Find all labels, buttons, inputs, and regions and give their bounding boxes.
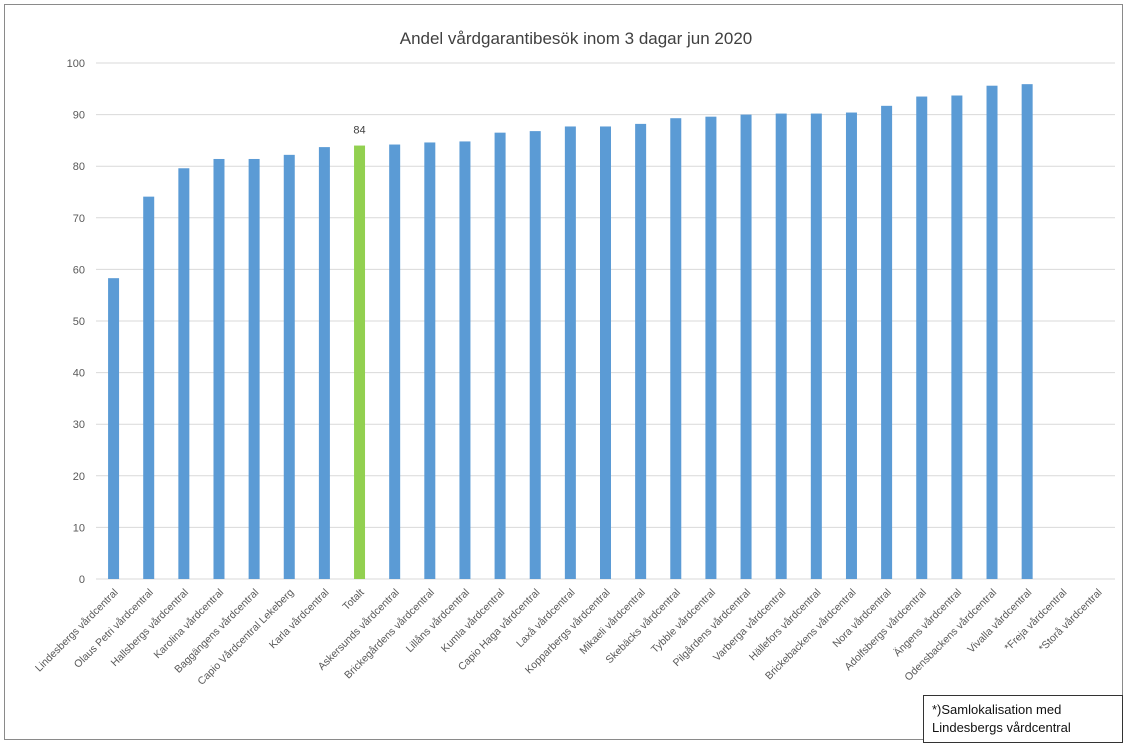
bar (529, 131, 541, 579)
x-category-label: *Freja vårdcentral (1002, 587, 1069, 654)
bar (986, 85, 998, 579)
bar (143, 196, 155, 580)
chart-title: Andel vårdgarantibesök inom 3 dagar jun … (400, 29, 753, 48)
bar (108, 278, 120, 579)
footnote-box: *)Samlokalisation med Lindesbergs vårdce… (923, 695, 1123, 743)
y-tick-label: 30 (73, 419, 85, 431)
bar (354, 145, 366, 579)
bar (178, 168, 190, 579)
y-tick-label: 60 (73, 264, 85, 276)
y-tick-label: 70 (73, 213, 85, 225)
y-axis-ticks: 0 10 20 30 40 50 60 70 80 90 100 (67, 58, 85, 586)
x-category-label: Mikaeli vårdcentral (577, 587, 647, 657)
bar (564, 126, 576, 579)
bar (318, 147, 330, 579)
bar (916, 96, 928, 579)
footnote-line-1: *)Samlokalisation med (932, 702, 1062, 717)
y-tick-label: 90 (73, 110, 85, 122)
bar (670, 118, 682, 579)
bars (108, 84, 1033, 580)
chart-frame: Andel vårdgarantibesök inom 3 dagar jun … (4, 4, 1123, 743)
x-category-label: Vivalla vårdcentral (965, 587, 1034, 656)
y-tick-label: 0 (79, 574, 85, 586)
y-tick-label: 50 (73, 316, 85, 328)
bar (459, 141, 471, 579)
y-tick-label: 20 (73, 471, 85, 483)
x-category-label: *Storå vårdcentral (1037, 587, 1105, 655)
bar (494, 132, 506, 579)
bar (248, 158, 260, 579)
data-label: 84 (353, 125, 365, 137)
x-category-label: Kumla vårdcentral (439, 587, 507, 655)
bar (600, 126, 611, 579)
y-tick-label: 100 (67, 58, 85, 70)
bar (424, 142, 436, 580)
bar (635, 123, 647, 579)
bar (951, 95, 963, 580)
footnote-line-2: Lindesbergs vårdcentral (932, 720, 1071, 735)
x-category-label: Totalt (340, 587, 366, 613)
bar (213, 158, 225, 579)
y-tick-label: 10 (73, 522, 85, 534)
x-category-label: Tybble vårdcentral (649, 587, 718, 656)
bar (810, 113, 822, 580)
bar (389, 144, 401, 579)
y-tick-label: 40 (73, 368, 85, 380)
x-category-label: Lillåns vårdcentral (404, 587, 472, 655)
bar (881, 105, 893, 579)
bar (283, 154, 295, 579)
x-category-label: Karla vårdcentral (267, 587, 332, 652)
bar-chart: Andel vårdgarantibesök inom 3 dagar jun … (33, 29, 1115, 688)
bar (705, 116, 717, 579)
data-labels: 84 (353, 125, 365, 137)
bar (740, 114, 752, 579)
y-tick-label: 80 (73, 161, 85, 173)
bar (775, 113, 787, 580)
bar (845, 112, 857, 579)
bar (1021, 84, 1033, 579)
